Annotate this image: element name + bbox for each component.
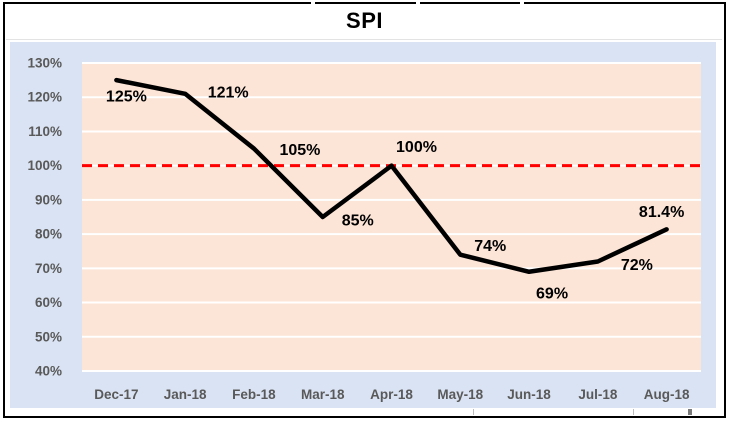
x-axis-label: Mar-18: [301, 387, 345, 402]
x-axis-label: Feb-18: [232, 387, 276, 402]
data-label: 100%: [396, 139, 437, 156]
series-line-spi: [114, 77, 669, 275]
x-axis-label: Aug-18: [644, 387, 690, 402]
sheet-row-gridline: [6, 39, 722, 40]
sheet-column-gridline: [633, 409, 634, 415]
data-label: 72%: [621, 257, 653, 274]
data-label: 74%: [474, 238, 506, 255]
y-axis-label: 70%: [35, 261, 62, 276]
data-label: 81.4%: [639, 204, 684, 221]
y-axis-label: 110%: [28, 124, 62, 139]
y-axis-label: 130%: [27, 56, 62, 71]
data-label: 125%: [106, 89, 147, 106]
y-axis-label: 40%: [35, 364, 62, 379]
x-axis-label: Apr-18: [370, 387, 413, 402]
x-axis-label: Jan-18: [164, 387, 207, 402]
data-label: 85%: [342, 213, 374, 230]
x-axis-label: Dec-17: [94, 387, 138, 402]
x-axis-label: Jun-18: [507, 387, 551, 402]
y-axis-label: 100%: [27, 158, 62, 173]
sheet-column-gridline: [688, 409, 692, 415]
y-axis-label: 60%: [35, 295, 62, 310]
x-axis-label: May-18: [437, 387, 483, 402]
data-label: 121%: [208, 84, 249, 101]
chart-title: SPI: [346, 8, 383, 33]
y-axis-label: 90%: [35, 192, 62, 207]
data-label: 105%: [279, 142, 320, 159]
x-axis-label: Jul-18: [578, 387, 618, 402]
sheet-column-gridline-gap: [311, 2, 315, 4]
y-axis-label: 120%: [27, 90, 62, 105]
sheet-column-gridline: [473, 409, 474, 415]
data-label: 69%: [536, 285, 568, 302]
plot-area: [82, 63, 701, 371]
sheet-column-gridline-gap: [416, 2, 420, 4]
sheet-column-gridline-gap: [520, 2, 524, 4]
y-axis-label: 80%: [35, 227, 62, 242]
y-axis-label: 50%: [35, 329, 62, 344]
